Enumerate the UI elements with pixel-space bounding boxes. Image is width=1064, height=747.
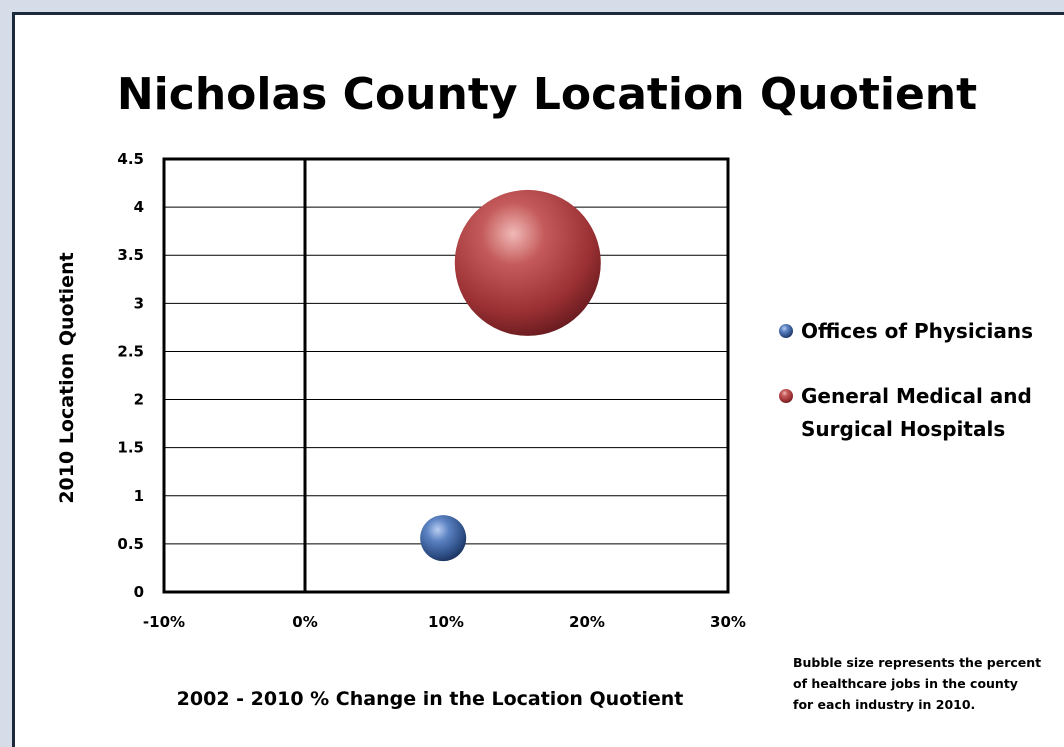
chart-panel: [12, 12, 1064, 747]
legend-marker-physicians: [779, 324, 793, 338]
chart-title: Nicholas County Location Quotient: [117, 69, 977, 120]
y-tick-label: 2: [134, 391, 144, 409]
y-tick-label: 1: [134, 487, 144, 505]
legend-marker-hospitals: [779, 389, 793, 403]
y-tick-label: 3: [134, 294, 144, 312]
x-tick-label: 0%: [292, 613, 317, 631]
y-tick-label: 1.5: [117, 439, 144, 457]
y-tick-label: 2.5: [117, 342, 144, 360]
gridlines: [162, 157, 730, 594]
x-tick-label: 30%: [710, 613, 746, 631]
bubbles: [420, 189, 601, 562]
legend: Offices of Physicians General Medical an…: [779, 319, 1039, 441]
x-tick-label: 20%: [569, 613, 605, 631]
y-tick-label: 0: [134, 583, 144, 601]
y-axis-title: 2010 Location Quotient: [56, 252, 78, 503]
bubble-offices-of-physicians: [420, 515, 467, 562]
x-tick-label: 10%: [428, 613, 464, 631]
x-axis-ticks: -10% 0% 10% 20% 30%: [143, 613, 746, 631]
bubble-size-note: Bubble size represents the percent of he…: [793, 655, 1046, 712]
plot-area: [162, 157, 730, 594]
y-tick-label: 3.5: [117, 246, 144, 264]
legend-label-physicians: Offices of Physicians: [801, 319, 1033, 343]
x-tick-label: -10%: [143, 613, 185, 631]
y-tick-label: 0.5: [117, 535, 144, 553]
bubble-general-medical-and-surgical-hospitals: [454, 189, 601, 336]
y-tick-label: 4: [134, 198, 144, 216]
legend-label-hospitals: General Medical and Surgical Hospitals: [801, 384, 1039, 441]
x-axis-title: 2002 - 2010 % Change in the Location Quo…: [177, 688, 684, 710]
y-axis-ticks: 0 0.5 1 1.5 2 2.5 3 3.5 4 4.5: [117, 150, 144, 601]
y-tick-label: 4.5: [117, 150, 144, 168]
